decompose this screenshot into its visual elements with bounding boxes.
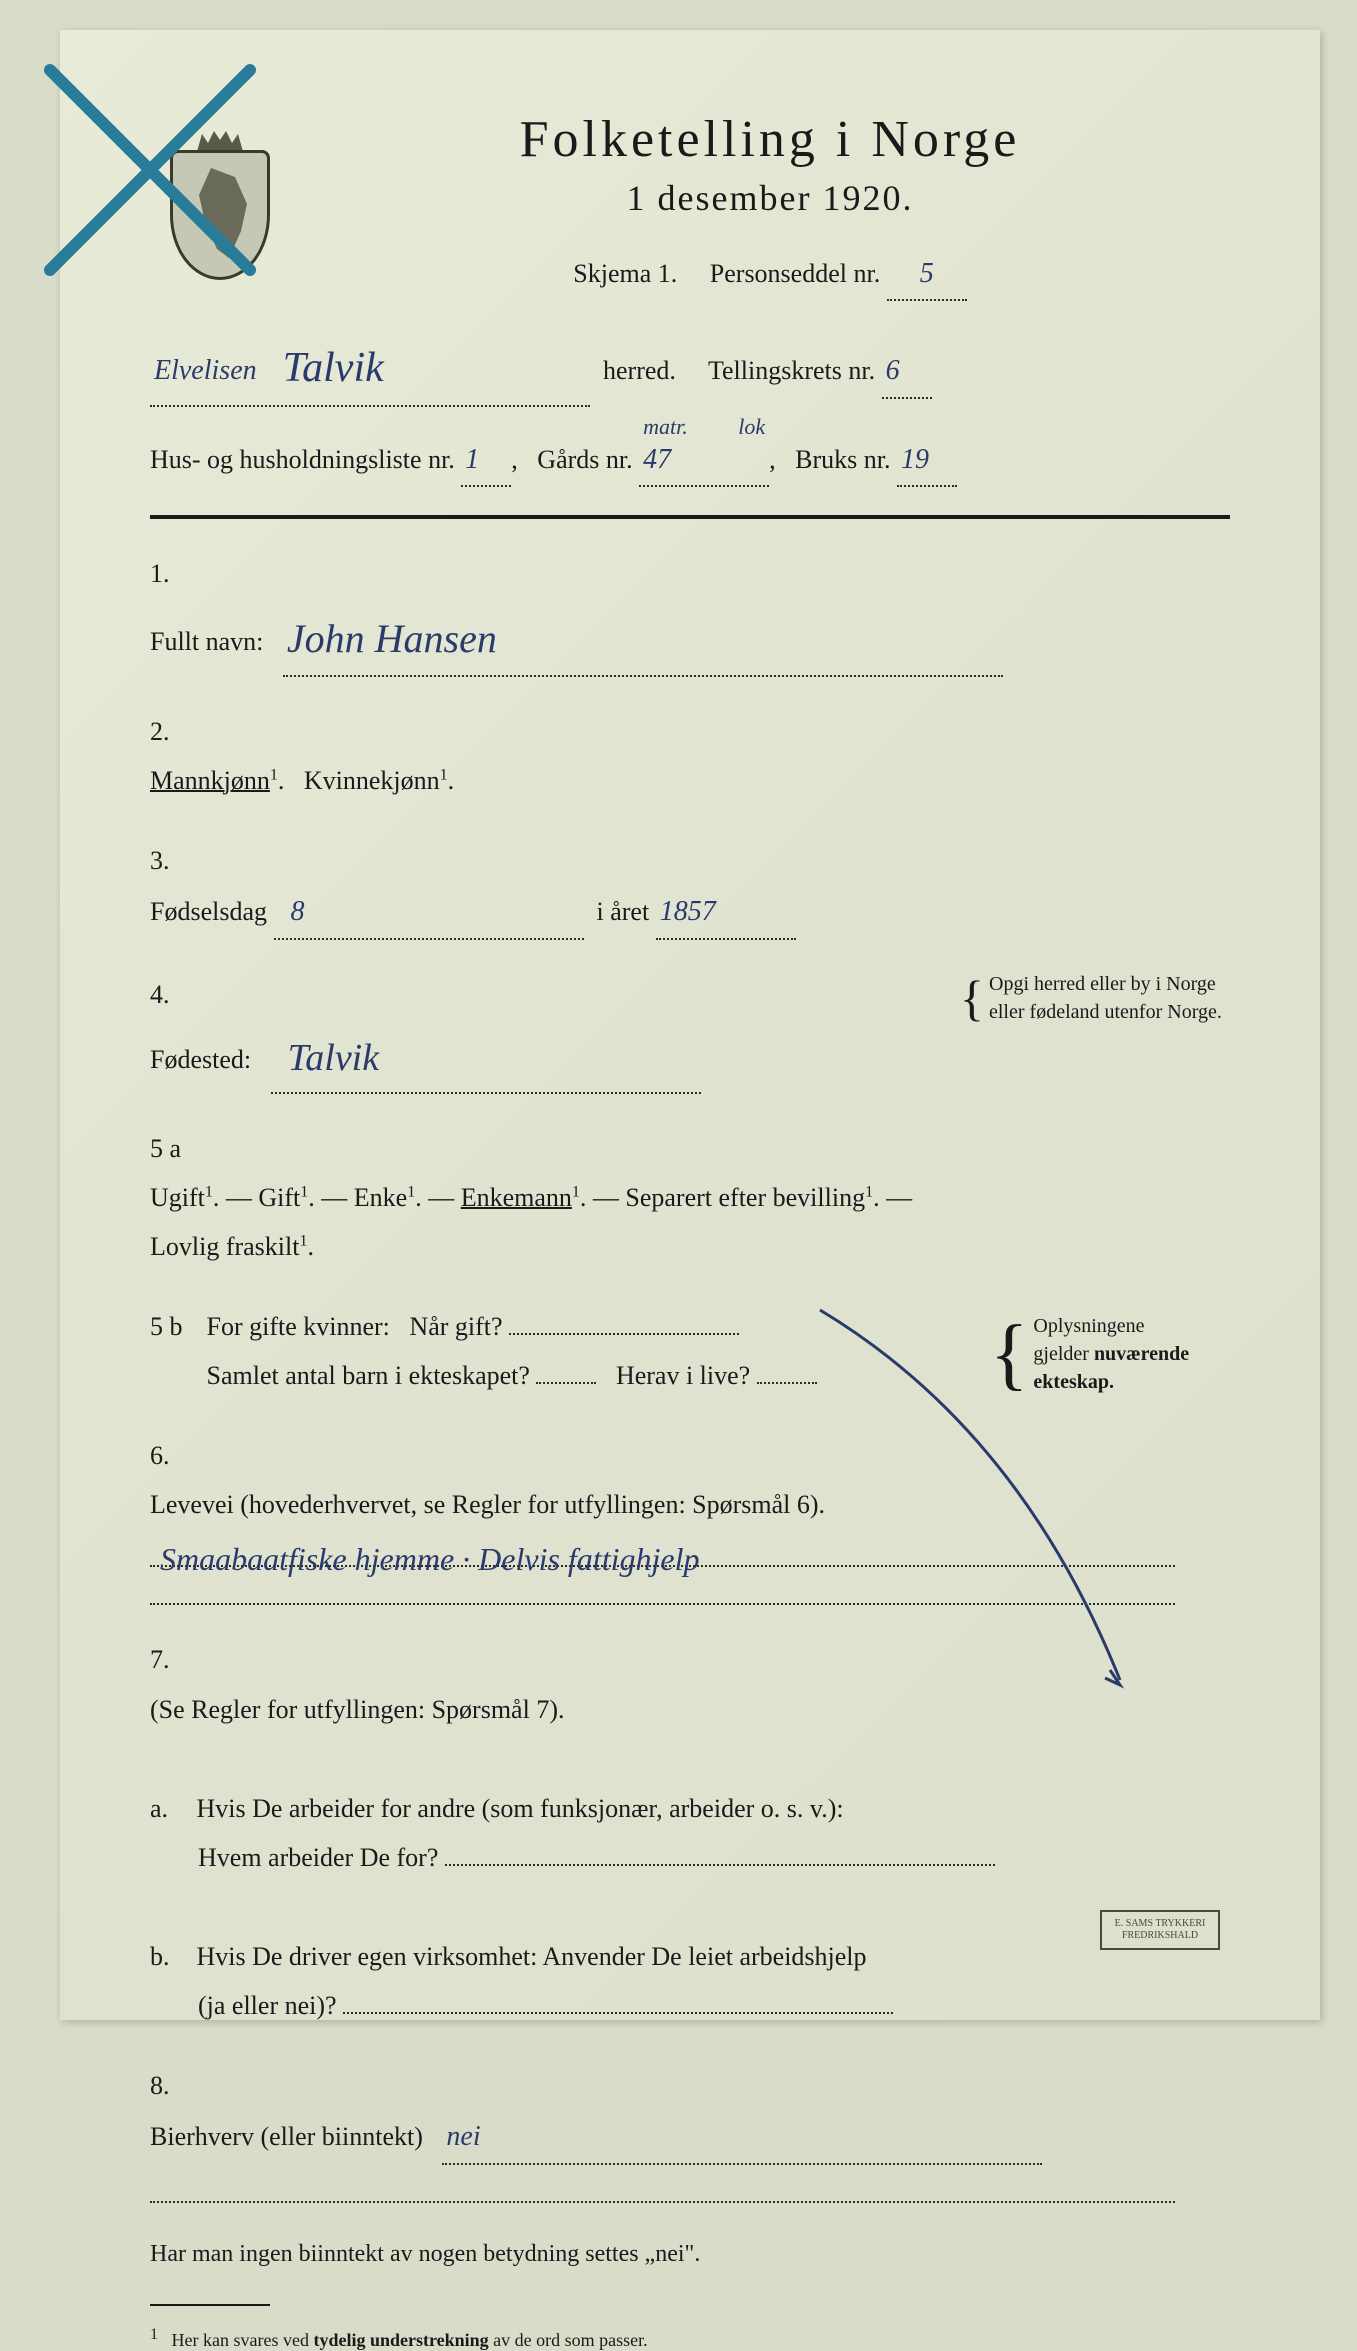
q7-label: (Se Regler for utfyllingen: Spørsmål 7).	[150, 1695, 564, 1724]
tellingskrets-nr: 6	[886, 355, 900, 386]
q3-year-label: i året	[597, 897, 650, 926]
q2: 2. Mannkjønn1. Kvinnekjønn1.	[150, 707, 1230, 806]
personseddel-nr: 5	[920, 258, 934, 289]
q2-num: 2.	[150, 707, 200, 756]
bruk-label: Bruks nr.	[795, 445, 890, 474]
schema-label: Skjema 1.	[573, 259, 677, 288]
q5a-enkemann: Enkemann	[461, 1183, 572, 1212]
q5a-enke: Enke	[354, 1183, 407, 1212]
q7a-sub: Hvem arbeider De for?	[150, 1843, 438, 1872]
hushold-nr: 1	[465, 444, 479, 475]
title-block: Folketelling i Norge 1 desember 1920.	[310, 110, 1230, 219]
q3-num: 3.	[150, 836, 200, 885]
hushold-label: Hus- og husholdningsliste nr.	[150, 445, 455, 474]
q5b-note2: gjelder nuværende	[1033, 1343, 1189, 1365]
q4-note2: eller fødeland utenfor Norge.	[989, 1001, 1222, 1023]
census-form-page: Folketelling i Norge 1 desember 1920. Sk…	[60, 30, 1320, 2020]
q5a-separert: Separert efter bevilling	[625, 1183, 865, 1212]
q5b-note1: Oplysningene	[1033, 1315, 1144, 1337]
stamp-line1: E. SAMS TRYKKERI	[1115, 1918, 1206, 1929]
q6: 6. Levevei (hovederhvervet, se Regler fo…	[150, 1431, 1230, 1606]
q4-label: Fødested:	[150, 1045, 251, 1074]
q8-label: Bierhverv (eller biinntekt)	[150, 2122, 423, 2151]
q8-note: Har man ingen biinntekt av nogen betydni…	[150, 2241, 700, 2267]
q4-side-note: { Opgi herred eller by i Norge eller fød…	[960, 970, 1250, 1026]
q5b-label: For gifte kvinner:	[207, 1312, 390, 1341]
q6-label: Levevei (hovederhvervet, se Regler for u…	[150, 1490, 825, 1519]
q7-num: 7.	[150, 1635, 200, 1684]
q4-note1: Opgi herred eller by i Norge	[989, 973, 1216, 995]
gard-suffix: lok	[738, 407, 765, 447]
q5b-side-note: { Oplysningene gjelder nuværende ekteska…	[990, 1312, 1250, 1396]
herred-name: Talvik	[283, 345, 384, 391]
q5a-lovlig: Lovlig fraskilt	[150, 1232, 299, 1261]
q8-note-line: Har man ingen biinntekt av nogen betydni…	[150, 2233, 1230, 2276]
q1-value: John Hansen	[287, 616, 497, 661]
q7: 7. (Se Regler for utfyllingen: Spørsmål …	[150, 1635, 1230, 2030]
gard-nr: 47	[643, 444, 671, 475]
schema-line: Skjema 1. Personseddel nr. 5	[310, 249, 1230, 301]
q3-day: 8	[291, 896, 305, 927]
q8: 8. Bierhverv (eller biinntekt) nei	[150, 2061, 1230, 2204]
q1-label: Fullt navn:	[150, 627, 263, 656]
footnote: 1 Her kan svares ved tydelig understrekn…	[150, 2326, 1230, 2351]
q5a-gift: Gift	[258, 1183, 300, 1212]
divider-thick	[150, 515, 1230, 519]
q5b: 5 b For gifte kvinner: Når gift? Samlet …	[150, 1302, 1230, 1401]
q2-mann: Mannkjønn	[150, 766, 270, 795]
footnote-text: Her kan svares ved tydelig understreknin…	[172, 2330, 648, 2350]
personseddel-label: Personseddel nr.	[710, 259, 880, 288]
q7b-label: Hvis De driver egen virksomhet: Anvender…	[197, 1942, 867, 1971]
q3-year: 1857	[660, 896, 716, 927]
q5b-num: 5 b	[150, 1302, 200, 1351]
q4-value: Talvik	[288, 1037, 380, 1079]
q7b-num: b.	[150, 1932, 190, 1981]
q5a: 5 a Ugift1. — Gift1. — Enke1. — Enkemann…	[150, 1124, 1230, 1272]
q8-value: nei	[446, 2121, 480, 2152]
q3: 3. Fødselsdag 8 i året 1857	[150, 836, 1230, 941]
stamp-line2: FREDRIKSHALD	[1122, 1930, 1198, 1941]
q5b-nar-gift: Når gift?	[409, 1312, 502, 1341]
q2-kvinne: Kvinnekjønn	[304, 766, 440, 795]
gard-prefix: matr.	[643, 407, 688, 447]
q6-value: Smaabaatfiske hjemme · Delvis fattighjel…	[160, 1529, 699, 1590]
q7a-label: Hvis De arbeider for andre (som funksjon…	[197, 1794, 844, 1823]
footnote-marker: 1	[150, 2326, 158, 2343]
herred-prefix: Elvelisen	[154, 355, 257, 386]
divider-thin	[150, 2304, 270, 2306]
q5b-herav: Herav i live?	[616, 1361, 750, 1390]
q5b-note3: ekteskap.	[1033, 1371, 1114, 1393]
q5a-ugift: Ugift	[150, 1183, 205, 1212]
sub-title: 1 desember 1920.	[310, 177, 1230, 219]
header-block: Folketelling i Norge 1 desember 1920.	[150, 110, 1230, 219]
bruk-nr: 19	[901, 444, 929, 475]
q3-label: Fødselsdag	[150, 897, 267, 926]
q5b-samlet: Samlet antal barn i ekteskapet?	[207, 1361, 530, 1390]
q4: 4. Fødested: Talvik { Opgi herred eller …	[150, 970, 1230, 1094]
q8-num: 8.	[150, 2061, 200, 2110]
tellingskrets-label: Tellingskrets nr.	[708, 356, 875, 385]
q5a-num: 5 a	[150, 1124, 200, 1173]
q7b-sub: (ja eller nei)?	[150, 1991, 337, 2020]
printer-stamp: E. SAMS TRYKKERI FREDRIKSHALD	[1100, 1910, 1220, 1950]
q4-num: 4.	[150, 970, 200, 1019]
q1: 1. Fullt navn: John Hansen	[150, 549, 1230, 676]
gard-label: Gårds nr.	[537, 445, 632, 474]
hushold-line: Hus- og husholdningsliste nr. 1 , Gårds …	[150, 435, 1230, 487]
coat-of-arms-icon	[150, 130, 290, 300]
main-title: Folketelling i Norge	[310, 110, 1230, 169]
herred-label: herred.	[603, 356, 676, 385]
q6-num: 6.	[150, 1431, 200, 1480]
q7a-num: a.	[150, 1784, 190, 1833]
herred-line: Elvelisen Talvik herred. Tellingskrets n…	[150, 329, 1230, 407]
q1-num: 1.	[150, 549, 200, 598]
